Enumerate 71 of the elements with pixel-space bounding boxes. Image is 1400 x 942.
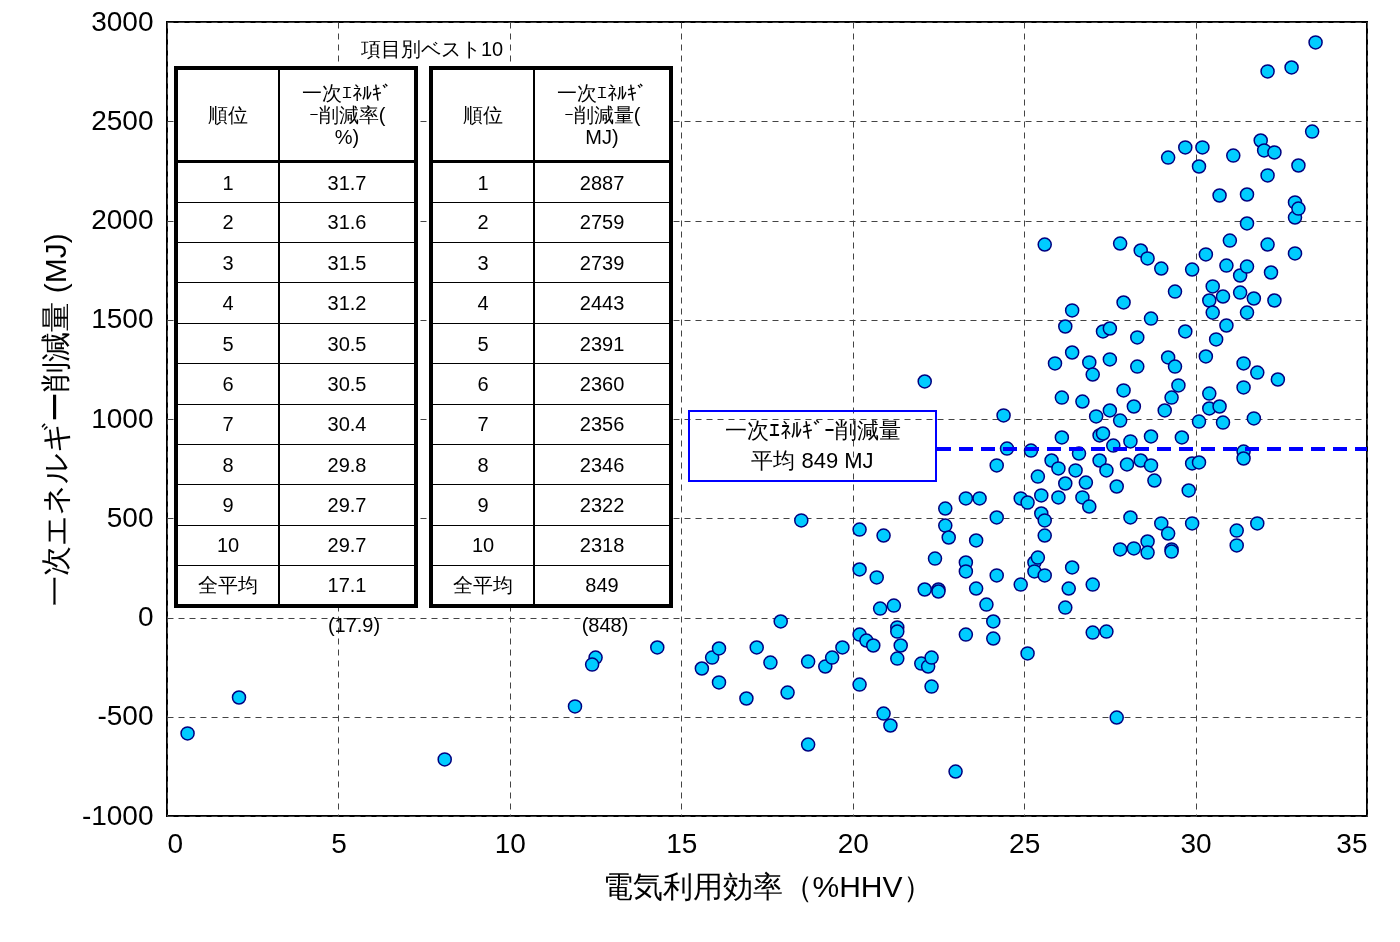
x-tick-label: 25 bbox=[1009, 827, 1041, 859]
y-tick-label: 500 bbox=[106, 501, 154, 533]
annotation: 849 bbox=[585, 574, 619, 597]
annotation: 全平均 bbox=[453, 574, 514, 597]
x-tick-label: 10 bbox=[494, 827, 526, 859]
x-tick-label: 15 bbox=[666, 827, 698, 859]
annotation: 2346 bbox=[579, 453, 625, 476]
annotation: 4 bbox=[222, 292, 234, 315]
annotation: 29.7 bbox=[327, 534, 367, 557]
annotation: 6 bbox=[477, 372, 489, 395]
y-tick-label: 2000 bbox=[91, 204, 154, 235]
x-tick-label: 35 bbox=[1336, 827, 1368, 859]
y-tick-label: 3000 bbox=[91, 5, 154, 37]
annotation: 31.2 bbox=[327, 292, 367, 315]
x-axis-title: 電気利用効率（%HHV） bbox=[602, 869, 933, 903]
annotation: (17.9) bbox=[326, 614, 382, 637]
y-tick-label: 1500 bbox=[91, 303, 154, 335]
annotation: 2887 bbox=[579, 171, 625, 194]
x-tick-label: 5 bbox=[331, 827, 347, 859]
annotation: 8 bbox=[222, 453, 234, 476]
y-axis-title: 一次エネルギー削減量 (MJ) bbox=[38, 233, 72, 606]
annotation: 一次ｴﾈﾙｷﾞｰ削減量(MJ) bbox=[556, 82, 649, 149]
annotation: 10 bbox=[471, 534, 495, 557]
annotation: 29.8 bbox=[327, 453, 367, 476]
annotation: 2 bbox=[222, 211, 234, 234]
x-tick-label: 20 bbox=[837, 827, 869, 859]
annotation: 2759 bbox=[579, 211, 625, 234]
annotation: 2739 bbox=[579, 251, 625, 274]
annotation: 10 bbox=[216, 534, 240, 557]
ref-line-label: 一次ｴﾈﾙｷﾞｰ削減量平均 849 MJ bbox=[723, 417, 902, 475]
x-tick-label: 0 bbox=[167, 827, 184, 859]
y-tick-label: 1000 bbox=[91, 402, 154, 434]
annotation: 9 bbox=[222, 494, 234, 517]
annotation: 2322 bbox=[579, 494, 625, 517]
annotation: 29.7 bbox=[327, 494, 367, 517]
annotation: 5 bbox=[477, 332, 489, 355]
annotation: 2 bbox=[477, 211, 489, 234]
annotation: 31.6 bbox=[327, 211, 367, 234]
annotation: 順位 bbox=[463, 104, 504, 127]
x-tick-label: 30 bbox=[1180, 827, 1212, 859]
annotation: 一次ｴﾈﾙｷﾞｰ削減率(%) bbox=[301, 82, 394, 149]
annotation: 30.5 bbox=[327, 372, 367, 395]
annotation: 6 bbox=[222, 372, 234, 395]
annotation: 2360 bbox=[579, 372, 625, 395]
annotation: 2443 bbox=[579, 292, 625, 315]
annotation: 1 bbox=[222, 171, 234, 194]
annotation: 4 bbox=[477, 292, 489, 315]
annotation: 17.1 bbox=[327, 574, 367, 597]
annotation: 1 bbox=[477, 171, 489, 194]
annotation: 30.4 bbox=[327, 413, 367, 436]
annotation: 2391 bbox=[579, 332, 625, 355]
annotation: 3 bbox=[477, 251, 489, 274]
annotation: (848) bbox=[580, 614, 630, 637]
y-tick-label: -1000 bbox=[81, 799, 154, 831]
y-tick-label: -500 bbox=[97, 700, 154, 732]
annotation: 9 bbox=[477, 494, 489, 517]
y-tick-label: 2500 bbox=[91, 104, 154, 136]
annotation: 項目別ベスト10 bbox=[359, 37, 505, 62]
annotation: 全平均 bbox=[198, 574, 259, 597]
y-tick-label: 0 bbox=[137, 601, 154, 632]
annotation: 順位 bbox=[208, 104, 249, 127]
annotation: 3 bbox=[222, 251, 234, 274]
annotation: 7 bbox=[222, 413, 234, 436]
annotation: 30.5 bbox=[327, 332, 367, 355]
annotation: 2356 bbox=[579, 413, 625, 436]
annotation: 8 bbox=[477, 453, 489, 476]
annotation: 2318 bbox=[579, 534, 625, 557]
annotation: 5 bbox=[222, 332, 234, 355]
annotation: 31.5 bbox=[327, 251, 367, 274]
annotation: 31.7 bbox=[327, 171, 367, 194]
annotation: 7 bbox=[477, 413, 489, 436]
